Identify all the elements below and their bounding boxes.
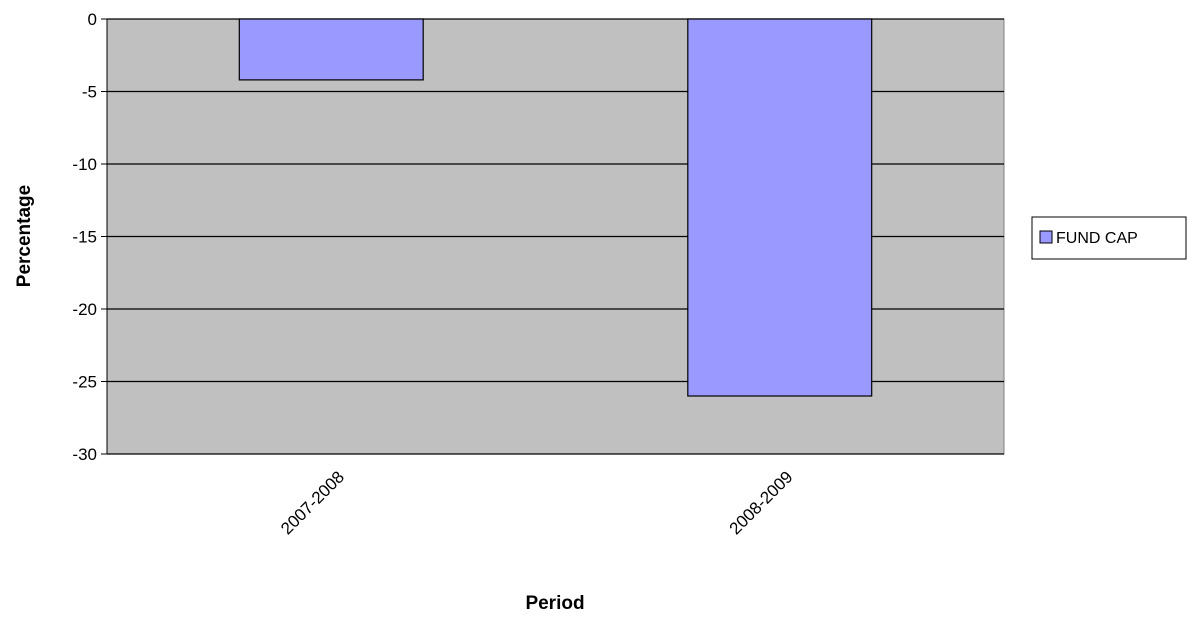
y-axis-title: Percentage	[14, 185, 35, 287]
bar-2008-2009	[687, 18, 873, 397]
bar-2007-2008	[238, 18, 424, 81]
y-tick-label: -5	[82, 83, 97, 102]
y-tick-labels: 0 -5 -10 -15 -20 -25 -30	[72, 10, 107, 464]
legend-box	[1031, 216, 1187, 260]
legend-swatch	[1039, 230, 1053, 244]
y-tick-label: -15	[72, 228, 97, 247]
y-tick-label: -30	[72, 445, 97, 464]
y-tick-label: -20	[72, 300, 97, 319]
x-tick-label: 2007-2008	[277, 467, 348, 538]
bars	[238, 18, 873, 397]
x-axis-title: Period	[525, 593, 584, 614]
y-tick-label: 0	[88, 10, 97, 29]
y-tick-label: -10	[72, 155, 97, 174]
x-tick-label: 2008-2009	[726, 467, 797, 538]
legend: FUND CAP	[1031, 216, 1187, 260]
legend-label: FUND CAP	[1056, 230, 1138, 247]
x-tick-labels: 2007-2008 2008-2009	[277, 467, 796, 538]
y-tick-label: -25	[72, 373, 97, 392]
